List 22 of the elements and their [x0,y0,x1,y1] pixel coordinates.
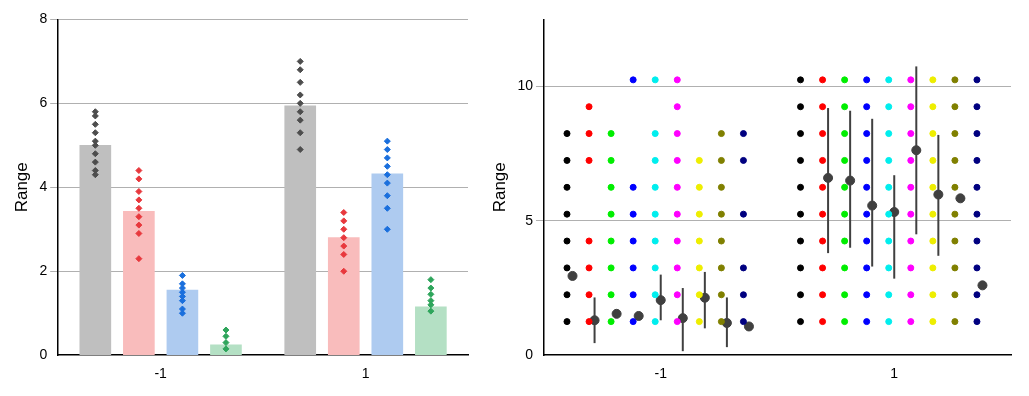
y-tick-label: 0 [525,346,534,363]
x-tick-label: -1 [154,365,168,382]
bar [415,306,447,356]
bar [284,105,317,356]
x-tick-label: -1 [654,365,668,382]
y-tick-label: 2 [39,262,48,279]
y-tick-label: 8 [39,10,48,27]
bar [166,289,199,356]
bar [210,344,242,356]
y-tick-label: 0 [39,346,48,363]
y-axis-title: Range [11,162,31,213]
bar [123,210,155,356]
bar [79,145,112,356]
y-tick-label: 6 [39,94,48,111]
x-tick-label: 1 [361,365,370,382]
y-tick-label: 4 [39,178,48,195]
y-tick-label: 5 [525,211,534,228]
bar [327,237,360,356]
y-axis-title: Range [489,162,509,213]
y-tick-label: 10 [517,77,534,94]
x-tick-label: 1 [890,365,899,382]
bar [371,173,404,356]
